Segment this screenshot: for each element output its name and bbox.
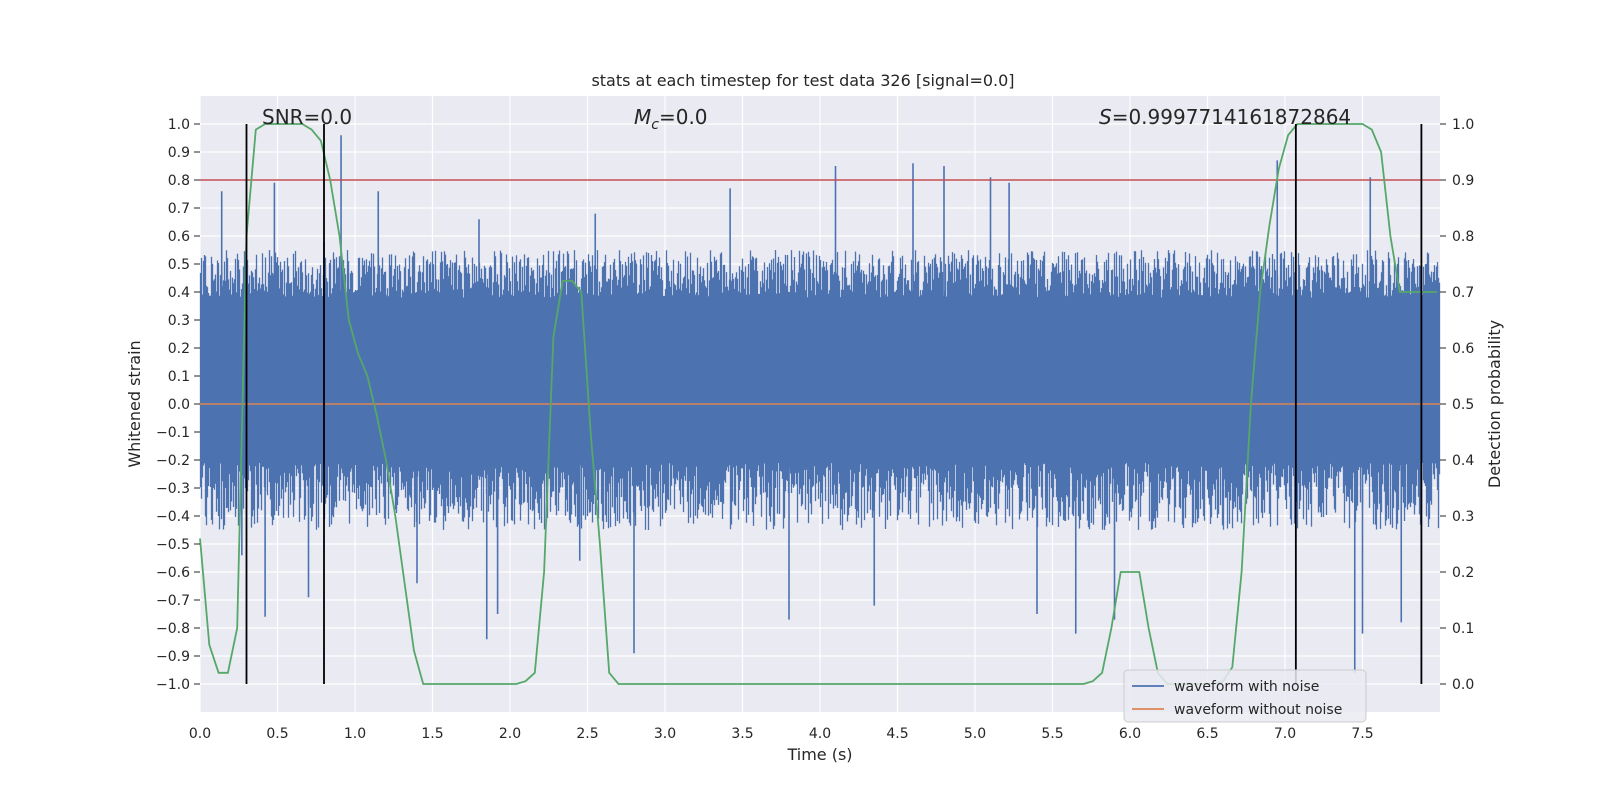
y-tick-label: −0.6	[156, 565, 190, 581]
y-axis-label: Whitened strain	[125, 340, 144, 467]
y-tick-label: 0.3	[168, 313, 190, 329]
x-tick-label: 6.0	[1119, 726, 1141, 742]
y-axis-left: 1.0 0.9 0.8 0.7 0.6 0.5 0.4 0.3 0.2 0.1 0.0 −0.1 −0.…	[156, 117, 200, 693]
annotation-s: S=0.9997714161872864	[1099, 105, 1351, 129]
x-tick-label: 7.0	[1274, 726, 1296, 742]
x-axis-label: Time (s)	[786, 745, 852, 764]
x-tick-label: 2.5	[576, 726, 598, 742]
y-tick-label: 0.2	[168, 341, 190, 357]
y-tick-label: 0.7	[168, 201, 190, 217]
y-tick-label: −0.8	[156, 621, 190, 637]
legend-label: waveform with noise	[1174, 679, 1319, 695]
y-tick-label: −0.2	[156, 453, 190, 469]
y-tick-label: 0.0	[168, 397, 190, 413]
y-tick-label: 0.4	[168, 285, 190, 301]
probability-curve	[199, 123, 1437, 685]
legend: waveform with noise waveform without nois…	[1123, 669, 1367, 723]
legend-label: waveform without noise	[1174, 702, 1342, 718]
y2-tick-label: 1.0	[1452, 117, 1474, 133]
x-tick-label: 5.0	[964, 726, 986, 742]
y-tick-label: −0.5	[156, 537, 190, 553]
vertical-markers	[245, 124, 1423, 684]
y2-tick-label: 0.5	[1452, 397, 1474, 413]
x-axis: 0.0 0.5 1.0 1.5 2.0 2.5 3.0 3.5 4.0 4.5 5.0 5.5 6.0 6…	[189, 726, 1374, 742]
x-tick-label: 5.5	[1041, 726, 1063, 742]
y-axis-right: 0.0 0.1 0.2 0.3 0.4 0.5 0.6 0.7 0.8 0.9 1.0	[1440, 117, 1474, 693]
y-tick-label: 0.1	[168, 369, 190, 385]
annotations: SNR=0.0 Mc=0.0 S=0.9997714161872864	[262, 105, 1351, 133]
y-tick-label: −0.9	[156, 649, 190, 665]
chart-title: stats at each timestep for test data 326…	[591, 71, 1014, 90]
y2-tick-label: 0.3	[1452, 509, 1474, 525]
x-tick-label: 1.0	[344, 726, 366, 742]
x-tick-label: 1.5	[421, 726, 443, 742]
y-tick-label: −0.1	[156, 425, 190, 441]
y-tick-label: −0.3	[156, 481, 190, 497]
x-tick-label: 4.0	[809, 726, 831, 742]
y2-axis-label: Detection probability	[1485, 320, 1504, 488]
y-tick-label: 0.8	[168, 173, 190, 189]
y-tick-label: 1.0	[168, 117, 190, 133]
y-tick-label: −0.4	[156, 509, 190, 525]
y2-tick-label: 0.9	[1452, 173, 1474, 189]
y2-tick-label: 0.0	[1452, 677, 1474, 693]
y2-tick-label: 0.1	[1452, 621, 1474, 637]
y-tick-label: −1.0	[156, 677, 190, 693]
y2-tick-label: 0.4	[1452, 453, 1474, 469]
legend-box	[1123, 669, 1367, 723]
x-tick-label: 3.0	[654, 726, 676, 742]
y-tick-label: −0.7	[156, 593, 190, 609]
x-tick-label: 3.5	[731, 726, 753, 742]
y-tick-label: 0.6	[168, 229, 190, 245]
y2-tick-label: 0.7	[1452, 285, 1474, 301]
strain-noise-band	[199, 250, 1441, 530]
y2-tick-label: 0.6	[1452, 341, 1474, 357]
y-tick-label: 0.5	[168, 257, 190, 273]
y2-tick-label: 0.8	[1452, 229, 1474, 245]
x-tick-label: 4.5	[886, 726, 908, 742]
x-tick-label: 2.0	[499, 726, 521, 742]
annotation-snr: SNR=0.0	[262, 105, 352, 129]
x-tick-label: 0.5	[266, 726, 288, 742]
x-tick-label: 0.0	[189, 726, 211, 742]
annotation-mc: Mc=0.0	[634, 105, 708, 133]
x-tick-label: 6.5	[1196, 726, 1218, 742]
y2-tick-label: 0.2	[1452, 565, 1474, 581]
y-tick-label: 0.9	[168, 145, 190, 161]
detection-probability-trace	[199, 123, 1437, 685]
x-tick-label: 7.5	[1351, 726, 1373, 742]
